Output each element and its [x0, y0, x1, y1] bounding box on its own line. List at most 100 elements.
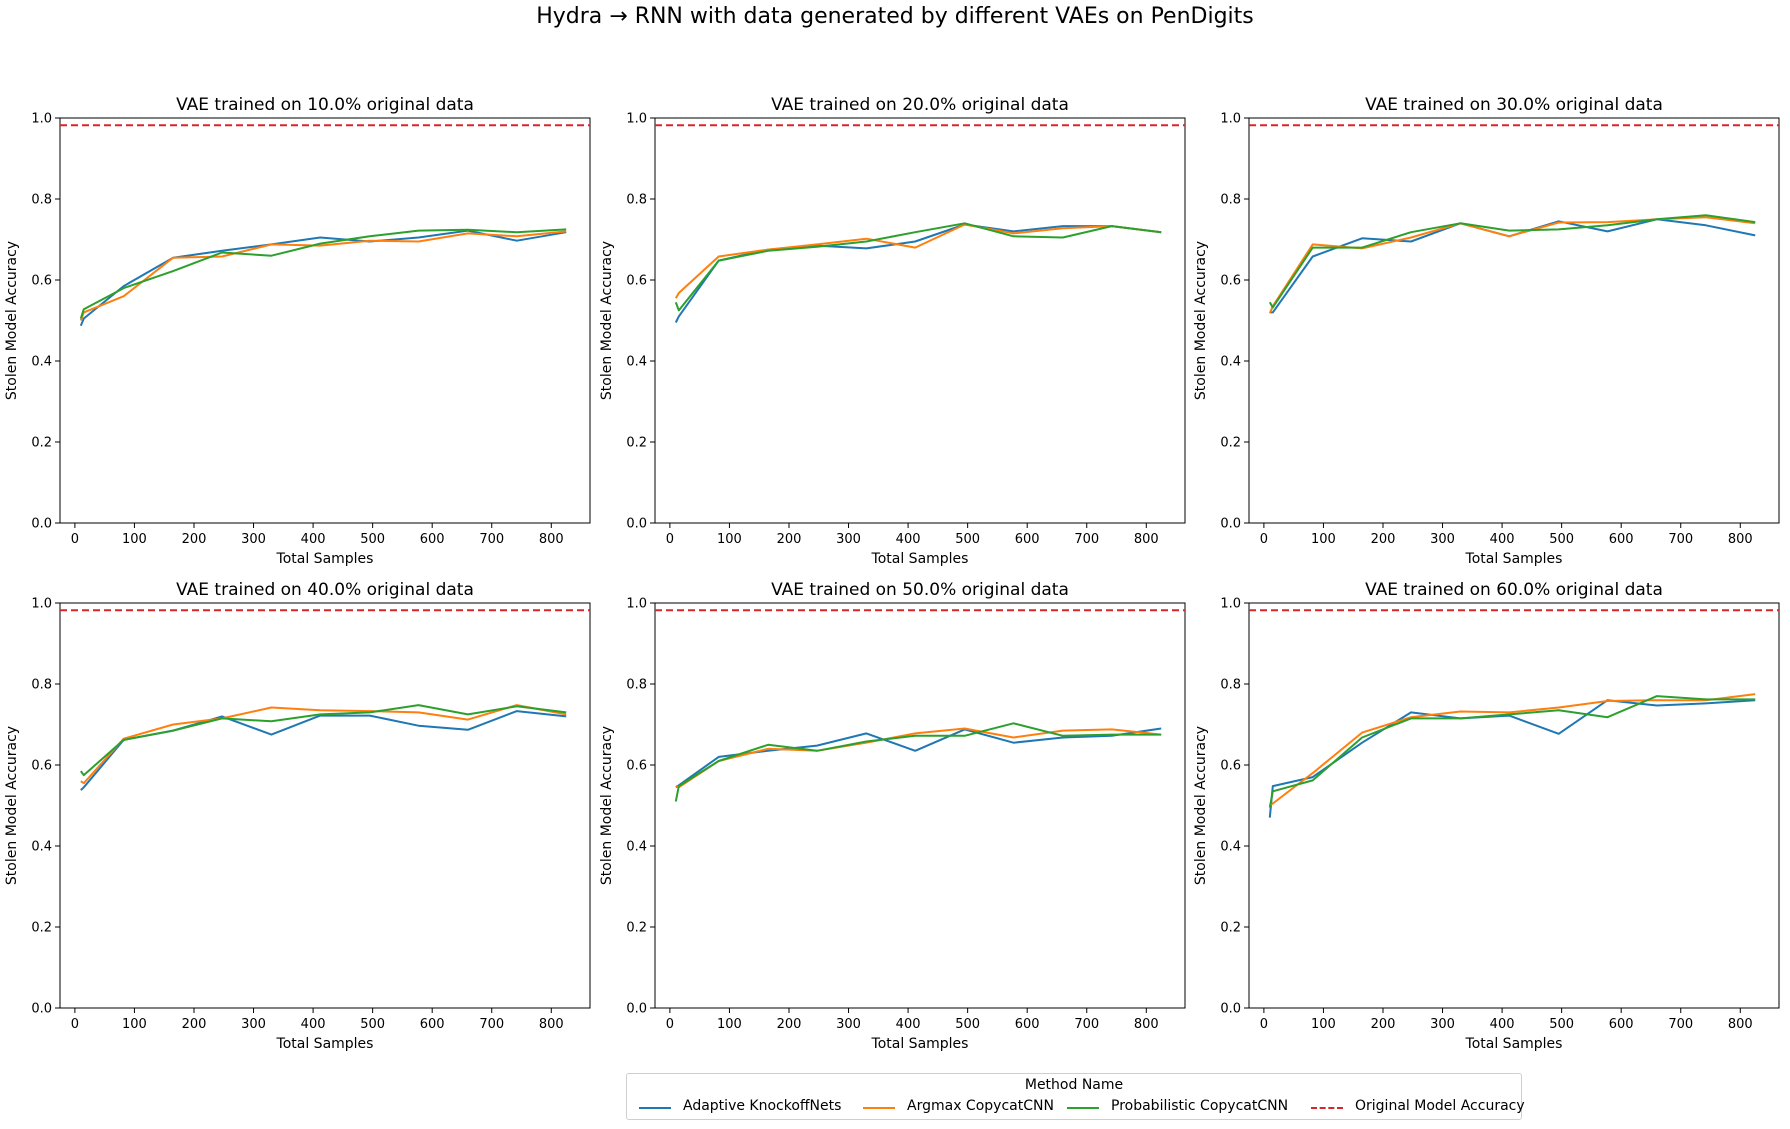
x-axis-label: Total Samples [871, 551, 969, 567]
y-tick-label: 1.0 [1220, 112, 1241, 127]
y-tick-label: 0.8 [1220, 193, 1241, 208]
series-line-argmax-copycatcnn [674, 223, 1162, 299]
x-tick-label: 400 [301, 1017, 326, 1032]
y-tick-label: 0.4 [626, 355, 647, 370]
legend-title: Method Name [1024, 1077, 1124, 1093]
y-tick-label: 0.2 [31, 436, 52, 451]
legend-label: Original Model Accuracy [1355, 1098, 1525, 1114]
x-axis-label: Total Samples [871, 1036, 969, 1052]
y-tick-label: 0.6 [626, 274, 647, 289]
series-line-argmax-copycatcnn [1269, 693, 1756, 807]
x-tick-label: 600 [1609, 1017, 1634, 1032]
subplot-title: VAE trained on 30.0% original data [1365, 95, 1663, 115]
legend: Method Name Adaptive KnockoffNets Argmax… [626, 1073, 1525, 1120]
x-tick-label: 300 [1430, 532, 1455, 547]
x-tick-label: 0 [1260, 532, 1268, 547]
legend-swatch [1311, 1107, 1343, 1109]
y-tick-label: 0.6 [1220, 759, 1241, 774]
y-tick-label: 0.2 [626, 921, 647, 936]
plot-frame [654, 602, 1186, 1009]
legend-swatch [639, 1107, 671, 1109]
x-tick-label: 500 [955, 532, 980, 547]
y-tick-label: 1.0 [626, 597, 647, 612]
series-line-adaptive-knockoffnets [674, 223, 1162, 323]
x-tick-label: 100 [717, 1017, 742, 1032]
y-tick-label: 0.4 [626, 840, 647, 855]
x-tick-label: 400 [1490, 532, 1515, 547]
y-tick-label: 0.6 [626, 759, 647, 774]
x-tick-label: 0 [71, 1017, 79, 1032]
x-tick-label: 100 [1311, 532, 1336, 547]
series-line-adaptive-knockoffnets [80, 710, 567, 791]
subplot-1: 0 100 200 300 400 500 600 700 800 0.0 0.2 0.4 0.6 0.8… [4, 95, 591, 567]
x-tick-label: 700 [1668, 1017, 1693, 1032]
plot-frame [59, 117, 591, 524]
x-tick-label: 600 [1015, 532, 1040, 547]
subplot-title: VAE trained on 40.0% original data [176, 580, 474, 600]
series-line-probabilistic-copycatcnn [80, 704, 567, 777]
subplot-title: VAE trained on 60.0% original data [1365, 580, 1663, 600]
y-tick-label: 0.8 [31, 678, 52, 693]
x-axis-label: Total Samples [1465, 1036, 1563, 1052]
y-tick-label: 0.8 [1220, 678, 1241, 693]
x-tick-label: 800 [539, 532, 564, 547]
y-axis-label: Stolen Model Accuracy [1193, 726, 1209, 885]
x-tick-label: 300 [836, 532, 861, 547]
x-tick-label: 700 [479, 1017, 504, 1032]
x-tick-label: 100 [122, 532, 147, 547]
subplot-6: 0 100 200 300 400 500 600 700 800 0.0 0.2 0.4 0.6 0.8… [1193, 580, 1780, 1052]
x-tick-label: 700 [479, 532, 504, 547]
y-tick-label: 1.0 [626, 112, 647, 127]
subplot-5: 0 100 200 300 400 500 600 700 800 0.0 0.2 0.4 0.6 0.8… [599, 580, 1186, 1052]
y-tick-label: 0.8 [626, 678, 647, 693]
series-line-adaptive-knockoffnets [1269, 218, 1756, 314]
x-tick-label: 200 [182, 1017, 207, 1032]
series-line-probabilistic-copycatcnn [674, 222, 1162, 312]
x-tick-label: 500 [955, 1017, 980, 1032]
legend-label: Adaptive KnockoffNets [683, 1098, 842, 1114]
y-axis-label: Stolen Model Accuracy [4, 241, 20, 400]
x-tick-label: 300 [836, 1017, 861, 1032]
x-tick-label: 400 [301, 532, 326, 547]
y-tick-label: 0.8 [626, 193, 647, 208]
x-axis-label: Total Samples [1465, 551, 1563, 567]
y-tick-label: 0.4 [1220, 840, 1241, 855]
y-axis-label: Stolen Model Accuracy [1193, 241, 1209, 400]
x-tick-label: 500 [1549, 532, 1574, 547]
series-line-probabilistic-copycatcnn [1268, 214, 1756, 309]
y-axis-label: Stolen Model Accuracy [4, 726, 20, 885]
x-tick-label: 800 [1134, 532, 1159, 547]
y-tick-label: 1.0 [1220, 597, 1241, 612]
series-line-argmax-copycatcnn [79, 230, 567, 321]
x-tick-label: 200 [182, 532, 207, 547]
x-tick-label: 300 [241, 1017, 266, 1032]
series-line-adaptive-knockoffnets [675, 727, 1162, 789]
x-tick-label: 800 [539, 1017, 564, 1032]
y-tick-label: 1.0 [31, 597, 52, 612]
x-tick-label: 600 [420, 532, 445, 547]
x-tick-label: 300 [241, 532, 266, 547]
subplot-2: 0 100 200 300 400 500 600 700 800 0.0 0.2 0.4 0.6 0.8… [599, 95, 1186, 567]
x-axis-label: Total Samples [276, 551, 374, 567]
y-tick-label: 0.0 [626, 1002, 647, 1017]
y-tick-label: 0.6 [31, 759, 52, 774]
y-tick-label: 0.0 [626, 517, 647, 532]
y-tick-label: 0.6 [31, 274, 52, 289]
x-tick-label: 200 [777, 532, 802, 547]
x-tick-label: 0 [666, 1017, 674, 1032]
y-tick-label: 0.4 [31, 355, 52, 370]
x-tick-label: 600 [1015, 1017, 1040, 1032]
x-tick-label: 700 [1074, 1017, 1099, 1032]
plot-frame [59, 602, 591, 1009]
plot-frame [1248, 117, 1780, 524]
y-tick-label: 0.8 [31, 193, 52, 208]
x-tick-label: 500 [360, 532, 385, 547]
y-tick-label: 0.4 [1220, 355, 1241, 370]
subplot-title: VAE trained on 50.0% original data [771, 580, 1069, 600]
x-tick-label: 100 [122, 1017, 147, 1032]
y-tick-label: 0.0 [1220, 517, 1241, 532]
x-tick-label: 200 [1371, 1017, 1396, 1032]
y-tick-label: 0.6 [1220, 274, 1241, 289]
subplot-title: VAE trained on 10.0% original data [176, 95, 474, 115]
x-tick-label: 400 [896, 532, 921, 547]
